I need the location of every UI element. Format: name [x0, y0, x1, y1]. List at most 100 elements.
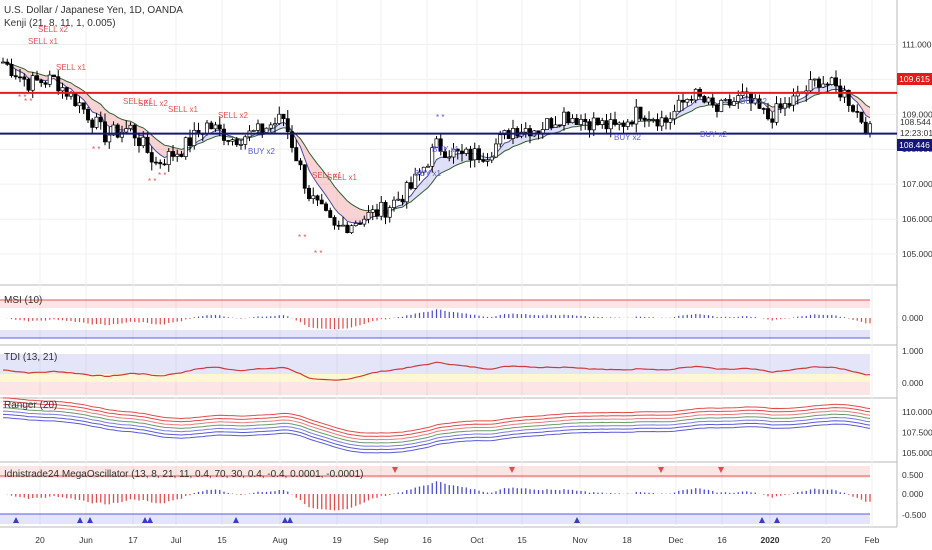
buy-signal-label: BUY x2	[700, 130, 728, 139]
candle-body	[341, 224, 345, 227]
candle-body	[545, 118, 549, 130]
ma-cloud-segment	[100, 104, 105, 124]
candle-body	[651, 119, 656, 121]
sell-signal-label: SELL x2	[138, 99, 168, 108]
ma-cloud-segment	[321, 169, 326, 196]
ma-cloud-segment	[122, 119, 127, 131]
candle-body	[307, 187, 311, 200]
mega-tick: 0.000	[902, 489, 924, 499]
symbol-title: U.S. Dollar / Japanese Yen, 1D, OANDA	[4, 5, 183, 16]
candle-body	[345, 224, 350, 234]
tdi-tick: 1.000	[902, 346, 924, 356]
date-axis-label: 15	[517, 535, 527, 545]
candle-body	[447, 156, 452, 159]
last-price-label: 108.544	[900, 117, 931, 127]
sell-signal-label: SELL x1	[312, 171, 342, 180]
candle-body	[689, 99, 694, 101]
date-axis-label: Feb	[865, 535, 880, 545]
candle-body	[736, 95, 741, 102]
ma-cloud-segment	[83, 91, 88, 106]
ma-cloud-segment	[156, 138, 161, 155]
candle-body	[111, 124, 116, 136]
candle-body	[358, 222, 362, 225]
candle-body	[455, 148, 460, 152]
indicator-title: Kenji (21, 8, 11, 1, 0.005)	[4, 18, 116, 29]
mega-title: Idnistrade24 MegaOscillator (13, 8, 21, …	[4, 469, 364, 480]
candle-body	[154, 161, 158, 164]
candle-body	[642, 117, 647, 121]
ma-cloud-segment	[445, 157, 450, 172]
ma-cloud-segment	[330, 180, 335, 209]
tdi-tick: 0.000	[902, 378, 924, 388]
candle-body	[370, 209, 375, 213]
candle-body	[553, 124, 558, 128]
ma-cloud-segment	[96, 101, 101, 116]
price-tick-label: 107.000	[902, 179, 932, 189]
mega-sell-arrow	[392, 467, 398, 473]
ma-cloud-segment	[432, 159, 437, 183]
candle-body	[319, 199, 324, 205]
candle-body	[494, 143, 498, 158]
ma-cloud-segment	[449, 154, 454, 170]
candle-body	[39, 79, 44, 84]
candle-body	[817, 78, 821, 88]
candle-body	[523, 128, 528, 133]
candle-body	[570, 117, 575, 124]
candle-body	[239, 143, 243, 146]
candle-body	[834, 77, 838, 87]
candle-body	[528, 128, 532, 137]
tdi-line	[2, 361, 871, 381]
ma-cloud-segment	[334, 186, 339, 214]
candle-body	[723, 99, 728, 101]
candle-body	[770, 118, 775, 123]
candle-body	[825, 83, 830, 86]
candle-body	[434, 138, 439, 148]
price-tick-label: 109.000	[902, 109, 932, 119]
candle-body	[145, 136, 150, 153]
candle-body	[149, 152, 154, 163]
sell-signal-label: SELL x2	[38, 25, 68, 34]
candle-body	[591, 117, 596, 131]
candle-body	[863, 121, 868, 135]
candle-body	[379, 202, 384, 217]
candle-body	[251, 130, 256, 132]
date-axis-label: Jul	[171, 535, 182, 545]
candle-body	[604, 120, 609, 130]
candle-body	[162, 163, 167, 166]
candle-body	[205, 122, 209, 134]
date-axis-label: 15	[217, 535, 227, 545]
candle-body	[115, 124, 120, 138]
candle-body	[98, 116, 103, 123]
candle-body	[540, 129, 545, 134]
candle-body	[324, 203, 328, 211]
signal-marker: * *	[148, 177, 156, 186]
candle-body	[464, 148, 469, 154]
candle-body	[791, 95, 796, 106]
ma-cloud-segment	[338, 191, 343, 217]
ma-cloud-segment	[695, 99, 700, 109]
candle-body	[9, 63, 14, 76]
ranger-band-line	[2, 410, 871, 447]
candle-body	[702, 95, 707, 103]
candle-body	[268, 124, 273, 129]
candle-body	[13, 75, 18, 78]
candle-body	[311, 195, 316, 200]
price-tick-label: 106.000	[902, 214, 932, 224]
candle-body	[260, 123, 265, 133]
candle-body	[855, 111, 860, 113]
candle-body	[298, 160, 303, 166]
candle-body	[171, 151, 175, 157]
date-axis-label: Oct	[470, 535, 484, 545]
candle-body	[587, 121, 592, 131]
tdi-title: TDI (13, 21)	[4, 352, 58, 363]
buy-signal-label: BUY x1	[414, 169, 442, 178]
candle-body	[141, 136, 146, 147]
tdi-upper-band	[0, 354, 870, 374]
candle-body	[647, 119, 651, 122]
ranger-band-line	[2, 400, 871, 437]
signal-marker: * *	[158, 171, 166, 180]
candle-body	[681, 99, 685, 103]
ranger-band-line	[2, 404, 871, 441]
